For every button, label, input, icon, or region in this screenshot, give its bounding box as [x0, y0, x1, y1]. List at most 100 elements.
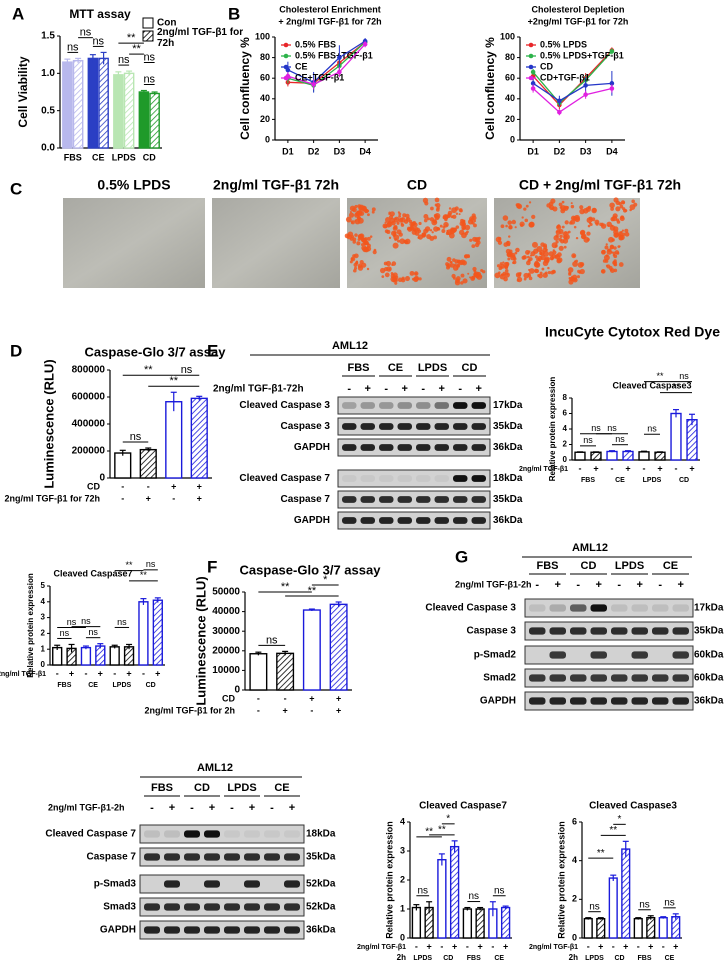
- dead-cell-stain: [534, 255, 538, 259]
- y-tick-label: 60: [505, 73, 515, 83]
- y-tick-label: 60: [260, 73, 270, 83]
- blot-group-label: FBS: [151, 782, 173, 794]
- x-group-label: FBS: [57, 682, 71, 689]
- blot-band: [360, 444, 375, 451]
- bar: [608, 877, 618, 939]
- blot-band: [631, 651, 648, 659]
- dead-cell-stain: [556, 258, 562, 264]
- significance-label: ns: [664, 897, 675, 908]
- dead-cell-stain: [620, 215, 623, 219]
- dead-cell-stain: [523, 207, 527, 211]
- blot-sign: -: [617, 579, 621, 591]
- blot-protein-label: Caspase 3: [281, 421, 331, 432]
- blot-band: [342, 423, 357, 430]
- blot-band: [204, 926, 220, 934]
- x-sign: +: [126, 668, 131, 678]
- legend-label: CE: [295, 61, 308, 71]
- significance-label: **: [144, 364, 153, 376]
- dead-cell-stain: [500, 224, 505, 229]
- dead-cell-stain: [458, 213, 461, 216]
- blot-group-label: CD: [462, 362, 478, 374]
- blot-band: [672, 651, 689, 659]
- dead-cell-stain: [389, 217, 396, 224]
- dead-cell-stain: [393, 225, 398, 230]
- blot-treatment-label: 2ng/ml TGF-β1-72h: [213, 384, 304, 395]
- dead-cell-stain: [565, 231, 569, 235]
- legend-marker: [283, 64, 289, 70]
- x-sign: +: [171, 481, 176, 491]
- chart-title: Cholesterol Depletion: [531, 4, 624, 14]
- legend-label: 0.5% FBS: [295, 39, 336, 49]
- blot-band: [611, 674, 628, 682]
- blot-band: [360, 517, 375, 524]
- x-group-label: FBS: [581, 477, 595, 484]
- blot-protein-label: p-Smad3: [94, 879, 137, 890]
- y-tick-label: 0: [265, 134, 270, 144]
- bar: [449, 845, 460, 939]
- blot-strip: [139, 874, 305, 894]
- x-sign: +: [336, 693, 341, 703]
- dead-cell-stain: [409, 270, 415, 276]
- blot-size-label: 35kDa: [493, 494, 523, 505]
- y-tick-label: 1: [41, 644, 46, 653]
- blot-band: [453, 475, 468, 482]
- blot-band: [434, 517, 449, 524]
- blot-size-label: 52kDa: [306, 902, 336, 913]
- x-sign: -: [113, 668, 116, 678]
- blot-treatment-label: 2ng/ml TGF-β1-2h: [48, 802, 125, 812]
- bar: [671, 916, 681, 939]
- x-sign: -: [637, 941, 640, 951]
- dead-cell-stain: [477, 236, 481, 240]
- bar: [276, 652, 295, 691]
- dead-cell-stain: [345, 216, 352, 223]
- chart-title: MTT assay: [69, 7, 131, 21]
- blot-band: [453, 423, 468, 430]
- dead-cell-stain: [459, 229, 465, 236]
- blot-band: [549, 604, 566, 612]
- series-line: [287, 40, 366, 84]
- dead-cell-stain: [446, 265, 450, 270]
- x-sign: -: [142, 668, 145, 678]
- blot-band: [631, 674, 648, 682]
- blot-band: [453, 402, 468, 409]
- dead-cell-stain: [404, 276, 411, 282]
- dead-cell-stain: [589, 222, 593, 227]
- dead-cell-stain: [570, 202, 573, 205]
- blot-band: [397, 496, 412, 503]
- dead-cell-stain: [615, 206, 621, 212]
- dead-cell-stain: [406, 217, 409, 220]
- dead-cell-stain: [348, 212, 355, 218]
- blot-band: [244, 926, 260, 934]
- dead-cell-stain: [531, 214, 536, 220]
- blot-band: [342, 402, 357, 409]
- blot-sign: +: [637, 579, 643, 591]
- y-tick-label: 2: [572, 894, 577, 904]
- x-row-label: 2ng/ml TGF-β1: [0, 671, 46, 678]
- blot-band: [529, 697, 546, 705]
- dead-cell-stain: [372, 250, 377, 255]
- dead-cell-stain: [592, 207, 597, 213]
- dead-cell-stain: [504, 268, 509, 273]
- y-tick-label: 1: [400, 903, 405, 913]
- dead-cell-stain: [610, 207, 614, 211]
- dead-cell-stain: [435, 208, 440, 212]
- y-axis-label: Luminescence (RLU): [41, 359, 56, 488]
- y-tick-label: 80: [260, 52, 270, 62]
- significance-label: ns: [589, 901, 600, 912]
- dead-cell-stain: [356, 241, 361, 246]
- dead-cell-stain: [455, 225, 460, 229]
- dead-cell-stain: [452, 214, 457, 219]
- blot-strip: [337, 438, 491, 457]
- dead-cell-stain: [439, 224, 443, 228]
- dead-cell-stain: [514, 251, 518, 255]
- dead-cell-stain: [586, 231, 591, 236]
- point: [583, 83, 588, 88]
- dead-cell-stain: [561, 200, 565, 204]
- y-tick-label: 0.5: [41, 105, 55, 116]
- point: [362, 41, 368, 47]
- y-tick-label: 0: [99, 473, 105, 484]
- dead-cell-stain: [497, 240, 503, 245]
- dead-cell-stain: [426, 234, 432, 240]
- blot-strip: [139, 897, 305, 917]
